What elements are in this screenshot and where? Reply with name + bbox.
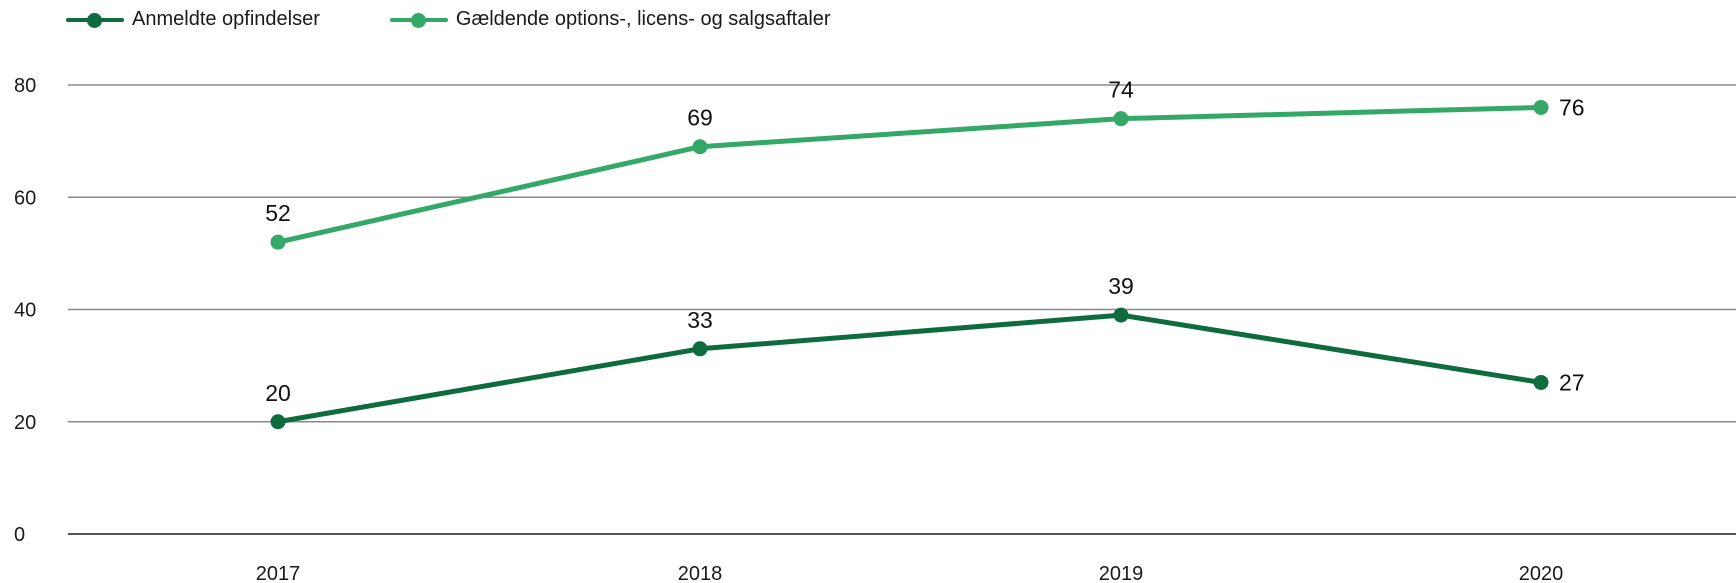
- legend-item-anmeldte-opfindelser: Anmeldte opfindelser: [66, 8, 320, 31]
- data-point: [1113, 307, 1129, 323]
- y-tick-label: 80: [14, 75, 36, 97]
- legend-swatch-series-2: [389, 10, 448, 30]
- y-axis-ticks: 0 20 40 60 80: [14, 75, 36, 546]
- y-tick-label: 20: [14, 412, 36, 434]
- data-label: 52: [265, 200, 291, 226]
- x-tick-label: 2019: [1099, 563, 1144, 583]
- data-point: [270, 414, 286, 430]
- legend-label-series-1: Anmeldte opfindelser: [132, 8, 320, 30]
- data-label: 74: [1108, 77, 1134, 103]
- data-point: [1113, 111, 1129, 127]
- data-point: [692, 139, 708, 155]
- x-tick-label: 2020: [1519, 563, 1564, 583]
- data-point: [692, 341, 708, 357]
- series-1: 20 33 39 27: [265, 273, 1585, 430]
- x-tick-label: 2018: [678, 563, 723, 583]
- series-line: [275, 312, 1544, 425]
- series-line: [275, 104, 1544, 245]
- legend-swatch-dot: [410, 12, 426, 28]
- legend-swatch-dot: [87, 12, 102, 28]
- series-2: 52 69 74 76: [265, 77, 1585, 250]
- legend-item-gaeldende-aftaler: Gældende options-, licens- og salgsaftal…: [389, 8, 831, 31]
- data-label: 20: [265, 380, 291, 406]
- legend: Anmeldte opfindelser Gældende options-, …: [66, 8, 901, 31]
- series-group: 20 33 39 27 52 69 74 76: [265, 77, 1585, 430]
- data-point: [270, 234, 286, 250]
- y-tick-label: 0: [14, 524, 25, 546]
- legend-label-series-2: Gældende options-, licens- og salgsaftal…: [455, 8, 831, 30]
- y-tick-label: 60: [14, 187, 36, 209]
- data-point: [1533, 99, 1549, 115]
- gridlines: [68, 84, 1736, 535]
- data-label: 69: [687, 105, 713, 131]
- y-tick-label: 40: [14, 300, 36, 322]
- data-label: 39: [1108, 273, 1134, 299]
- data-point: [1533, 374, 1549, 390]
- legend-swatch-series-1: [66, 10, 124, 30]
- x-tick-label: 2017: [256, 563, 301, 583]
- data-label: 76: [1559, 94, 1585, 120]
- x-axis-ticks: 2017 2018 2019 2020: [256, 563, 1564, 583]
- data-label: 27: [1559, 369, 1585, 395]
- data-label: 33: [687, 307, 713, 333]
